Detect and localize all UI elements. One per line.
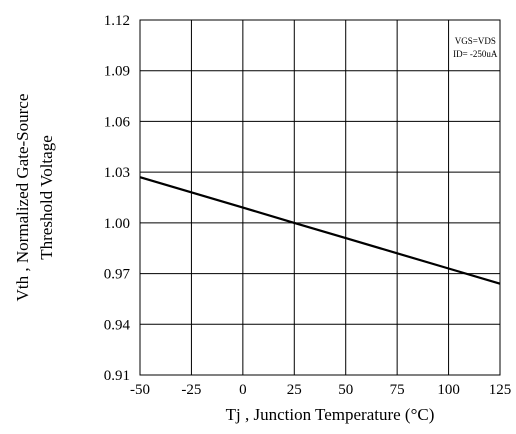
y-tick-label: 1.00 [104,216,130,232]
series-line-0 [139,176,501,285]
y-axis-label-line1: Vth , Normalized Gate-Source [13,94,32,302]
grid [139,19,501,376]
annotation-id: ID= -250uA [453,49,498,59]
x-tick-label: 50 [338,382,353,398]
y-tick-label: 0.91 [104,368,130,384]
y-tick-label: 1.12 [104,13,130,29]
y-tick-labels: 0.91 0.94 0.97 1.00 1.03 1.06 1.09 1.12 [104,13,131,384]
annotation-vgs: VGS=VDS [455,36,496,46]
plot-frame [139,19,501,376]
x-axis-label: Tj , Junction Temperature (°C) [226,405,435,424]
y-tick-label: 1.09 [104,64,130,80]
series-layer [139,176,501,285]
y-tick-label: 0.94 [104,317,131,333]
x-tick-label: 125 [489,382,512,398]
y-tick-label: 1.06 [104,114,131,130]
y-axis-label-line2: Threshold Voltage [37,135,56,260]
y-tick-label: 0.97 [104,267,131,283]
x-tick-label: 100 [437,382,460,398]
x-tick-label: 0 [239,382,247,398]
y-tick-label: 1.03 [104,165,130,181]
annotation-box [454,34,496,64]
x-tick-label: 75 [390,382,405,398]
x-tick-label: 25 [287,382,302,398]
x-tick-label: -50 [130,382,150,398]
x-tick-label: -25 [181,382,201,398]
x-tick-labels: -50 -25 0 25 50 75 100 125 [130,382,511,398]
